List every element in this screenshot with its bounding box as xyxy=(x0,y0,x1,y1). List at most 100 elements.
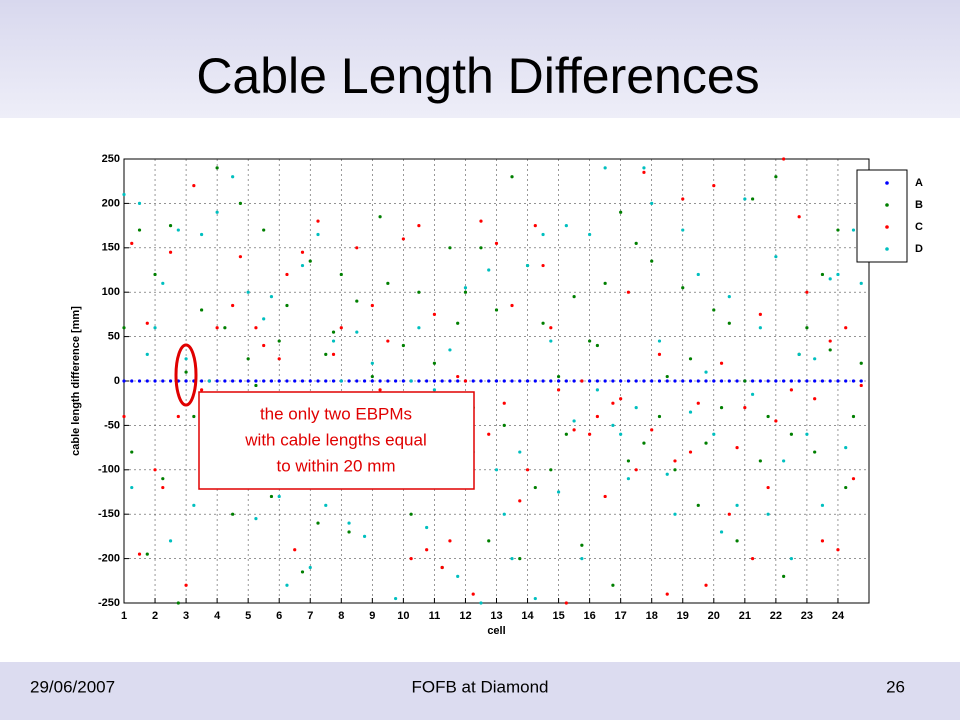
point xyxy=(510,303,514,308)
point xyxy=(207,379,211,383)
point xyxy=(564,601,568,605)
point xyxy=(735,379,739,383)
point xyxy=(851,379,856,383)
point xyxy=(564,432,568,436)
point xyxy=(479,379,483,383)
point xyxy=(223,326,227,330)
point xyxy=(137,228,142,232)
point xyxy=(448,539,452,543)
point xyxy=(456,321,460,325)
point xyxy=(347,521,351,525)
point xyxy=(145,552,149,556)
point xyxy=(456,374,460,379)
point xyxy=(688,450,693,454)
point xyxy=(122,326,126,330)
point xyxy=(712,184,716,188)
y-tick-label: 150 xyxy=(102,242,120,254)
point xyxy=(766,485,770,490)
point xyxy=(494,241,499,245)
point xyxy=(859,281,863,285)
point xyxy=(184,379,188,383)
footer-title: FOFB at Diamond xyxy=(412,677,549,696)
x-tick-label: 18 xyxy=(646,610,658,622)
point xyxy=(634,379,638,383)
point xyxy=(277,494,281,499)
annotation-line: the only two EBPMs xyxy=(260,404,412,423)
point xyxy=(782,574,786,578)
point xyxy=(339,326,343,330)
point xyxy=(859,361,863,365)
point xyxy=(696,401,700,405)
point xyxy=(642,170,646,174)
point xyxy=(564,224,568,228)
point xyxy=(603,281,607,285)
point xyxy=(766,379,770,383)
point xyxy=(130,379,134,383)
point xyxy=(525,263,530,268)
point xyxy=(370,379,374,383)
point xyxy=(417,326,421,330)
point xyxy=(487,268,491,272)
point xyxy=(231,303,235,308)
point xyxy=(339,272,343,277)
point xyxy=(137,201,142,205)
point xyxy=(448,379,452,383)
point xyxy=(463,286,468,290)
point xyxy=(611,401,615,405)
point xyxy=(634,468,638,472)
point xyxy=(789,388,793,392)
point xyxy=(215,210,219,214)
legend-marker xyxy=(885,181,889,185)
point xyxy=(611,379,615,383)
point xyxy=(681,197,685,201)
point xyxy=(130,450,134,454)
point xyxy=(425,379,429,383)
point xyxy=(518,379,522,383)
point xyxy=(844,379,848,383)
point xyxy=(161,477,165,481)
point xyxy=(200,232,204,237)
point xyxy=(122,414,126,419)
point xyxy=(254,517,258,521)
x-tick-label: 13 xyxy=(490,610,502,622)
point xyxy=(440,565,444,570)
point xyxy=(176,228,180,232)
point xyxy=(813,357,817,361)
x-tick-label: 8 xyxy=(338,610,344,622)
point xyxy=(665,374,669,379)
point xyxy=(782,459,786,463)
point xyxy=(704,583,708,587)
annotation-box xyxy=(198,391,475,490)
point xyxy=(782,157,786,161)
point xyxy=(650,259,654,263)
point xyxy=(463,379,468,383)
point xyxy=(665,379,669,383)
point xyxy=(269,494,274,499)
point xyxy=(254,383,258,388)
point xyxy=(153,326,157,330)
point xyxy=(626,477,631,481)
x-tick-label: 1 xyxy=(121,610,127,622)
point xyxy=(712,308,716,312)
point xyxy=(650,428,654,432)
y-tick-label: 50 xyxy=(108,331,120,343)
point xyxy=(262,228,266,232)
point xyxy=(231,379,235,383)
point xyxy=(300,263,305,268)
point xyxy=(681,228,685,232)
point xyxy=(153,379,157,383)
point xyxy=(642,441,646,445)
point xyxy=(200,379,204,383)
point xyxy=(153,272,157,277)
point xyxy=(362,379,367,383)
point xyxy=(820,379,825,383)
point xyxy=(262,343,266,348)
point xyxy=(766,414,770,419)
point xyxy=(727,295,731,299)
point xyxy=(626,379,631,383)
point xyxy=(820,272,825,277)
legend-label: D xyxy=(915,243,923,255)
point xyxy=(510,557,514,561)
point xyxy=(688,410,693,414)
